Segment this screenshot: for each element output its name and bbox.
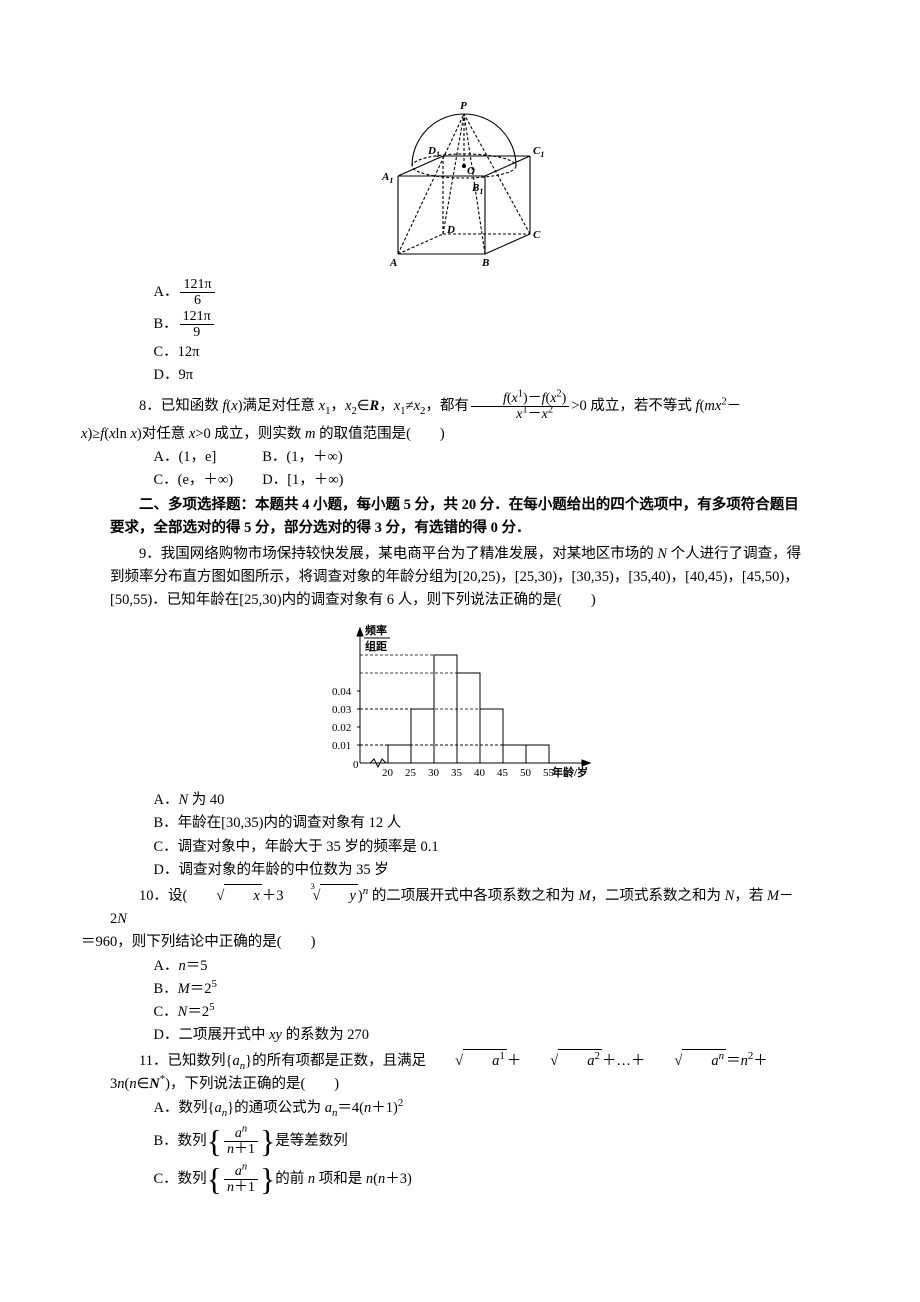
q10-option-b: B．M＝25 <box>110 978 810 1001</box>
svg-text:0.02: 0.02 <box>332 722 351 734</box>
cube-hemisphere-diagram: P A B C D A1 B1 C1 D1 O <box>360 96 560 271</box>
svg-text:30: 30 <box>428 767 440 779</box>
svg-text:0.04: 0.04 <box>332 686 352 698</box>
q11-stem: 11．已知数列{an}的所有项都是正数，且满足a1＋a2＋…＋an＝n2＋3n(… <box>110 1049 810 1096</box>
svg-text:0.03: 0.03 <box>332 704 352 716</box>
svg-text:频率: 频率 <box>365 623 387 637</box>
q9-option-c: C．调查对象中，年龄大于 35 岁的频率是 0.1 <box>110 836 810 859</box>
q9-option-b: B．年龄在[30,35)内的调查对象有 12 人 <box>110 812 810 835</box>
q10-option-d: D．二项展开式中 xy 的系数为 270 <box>110 1024 810 1047</box>
section2-heading: 二、多项选择题：本题共 4 小题，每小题 5 分，共 20 分．在每小题给出的四… <box>110 494 810 540</box>
label-D: D <box>446 224 455 236</box>
q8-option-a: A．(1，e] <box>154 446 263 469</box>
svg-text:0.01: 0.01 <box>332 740 351 752</box>
q7-option-a: A．121π6 <box>110 277 810 309</box>
label-A: A <box>389 257 397 269</box>
svg-text:55: 55 <box>543 767 555 779</box>
svg-text:D1: D1 <box>427 145 440 159</box>
q8-option-c: C．(e，＋∞) <box>154 469 263 492</box>
q8-option-b: B．(1，＋∞) <box>262 446 371 469</box>
svg-text:45: 45 <box>497 767 509 779</box>
svg-text:25: 25 <box>405 767 417 779</box>
q7-figure: P A B C D A1 B1 C1 D1 O <box>110 96 810 271</box>
svg-text:20: 20 <box>382 767 394 779</box>
q9-option-d: D．调查对象的年龄的中位数为 35 岁 <box>110 859 810 882</box>
q8-option-d: D．[1，＋∞) <box>262 469 371 492</box>
svg-text:A1: A1 <box>381 171 393 185</box>
q10-option-c: C．N＝25 <box>110 1001 810 1024</box>
q9-histogram: 频率 组距 年龄/岁 0 20 25 30 35 40 45 50 55 0.01 0.02 0.… <box>110 618 810 783</box>
svg-text:40: 40 <box>474 767 486 779</box>
label-P: P <box>460 100 467 112</box>
svg-text:年龄/岁: 年龄/岁 <box>552 765 588 779</box>
q8-options-row2: C．(e，＋∞)D．[1，＋∞) <box>110 469 810 492</box>
q9-option-a: A．N 为 40 <box>110 789 810 812</box>
q10-option-a: A．n＝5 <box>110 955 810 978</box>
label-C: C <box>533 229 541 241</box>
svg-text:B1: B1 <box>471 182 483 196</box>
label-B: B <box>481 257 489 269</box>
svg-text:0: 0 <box>353 759 359 771</box>
q11-option-c: C．数列{ann＋1}的前 n 项和是 n(n＋3) <box>110 1164 810 1196</box>
q11-option-b: B．数列{ann＋1}是等差数列 <box>110 1126 810 1158</box>
svg-text:35: 35 <box>451 767 463 779</box>
q11-option-a: A．数列{an}的通项公式为 an＝4(n＋1)2 <box>110 1097 810 1120</box>
q8-stem: 8．已知函数 f(x)满足对任意 x1，x2∈R，x1≠x2，都有f(x1)－f… <box>110 391 810 446</box>
q7-option-d: D．9π <box>110 364 810 387</box>
svg-text:50: 50 <box>520 767 532 779</box>
q9-stem: 9．我国网络购物市场保持较快发展，某电商平台为了精准发展，对某地区市场的 N 个… <box>110 543 810 613</box>
q10-stem: 10．设(x＋33y)n 的二项展开式中各项系数之和为 M，二项式系数之和为 N… <box>110 884 810 955</box>
q7-option-b: B．121π9 <box>110 309 810 341</box>
q8-options-row1: A．(1，e]B．(1，＋∞) <box>110 446 810 469</box>
svg-text:组距: 组距 <box>365 639 387 653</box>
q7-option-c: C．12π <box>110 341 810 364</box>
svg-text:O: O <box>467 165 475 177</box>
svg-text:C1: C1 <box>533 145 544 159</box>
